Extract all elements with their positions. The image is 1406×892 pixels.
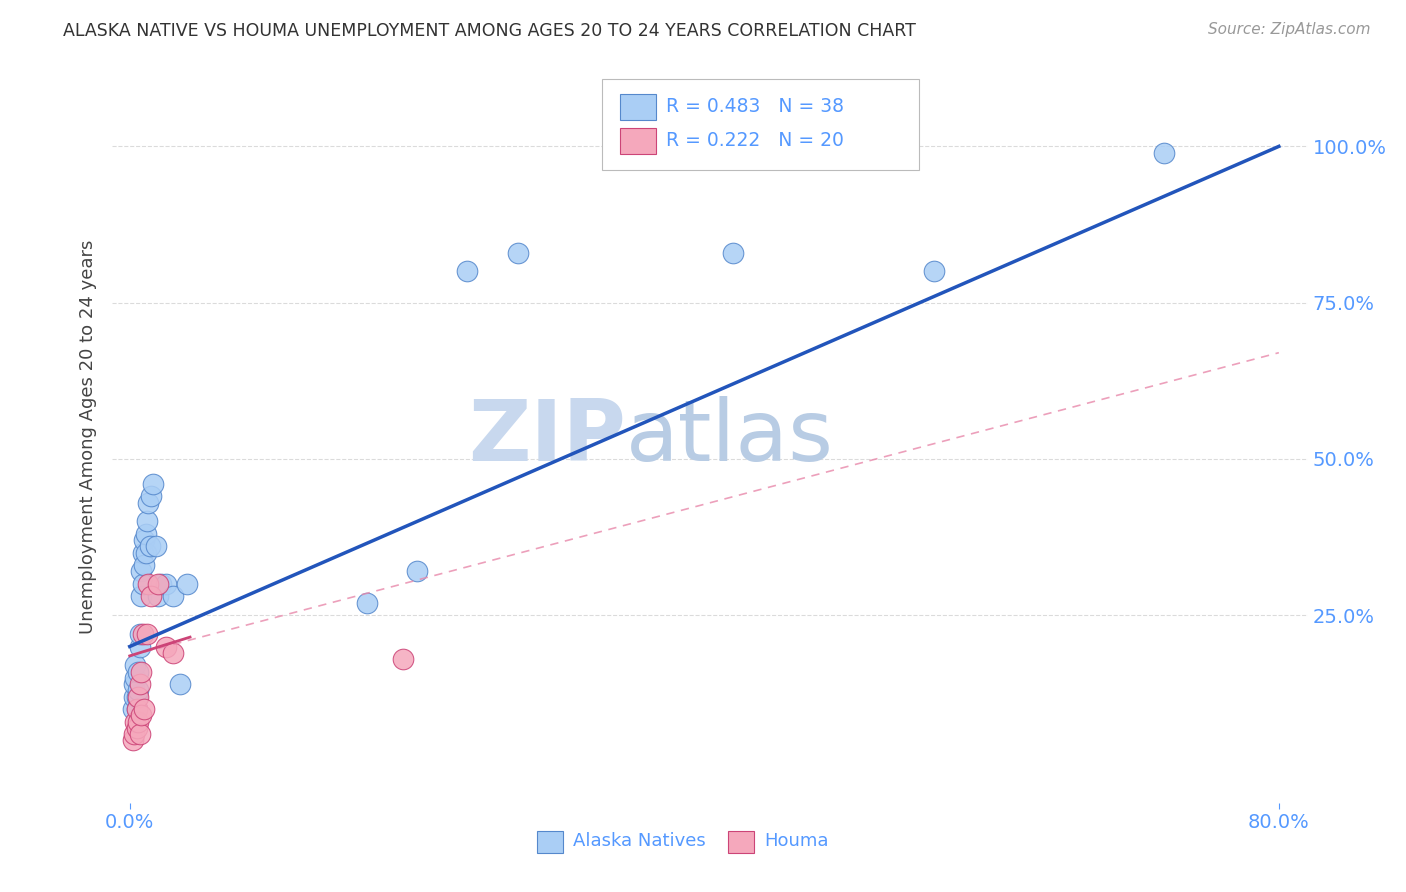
Point <box>506 245 529 260</box>
Point <box>155 640 177 654</box>
Point <box>1153 145 1175 160</box>
Point <box>132 558 155 573</box>
Point <box>134 527 156 541</box>
Point <box>139 540 162 554</box>
Point <box>124 671 146 685</box>
Point <box>125 702 148 716</box>
Point <box>356 596 378 610</box>
Point <box>134 546 156 560</box>
Point <box>128 727 150 741</box>
Point <box>131 627 153 641</box>
Point <box>169 677 191 691</box>
Point <box>141 590 163 604</box>
Point <box>162 646 184 660</box>
Text: ALASKA NATIVE VS HOUMA UNEMPLOYMENT AMONG AGES 20 TO 24 YEARS CORRELATION CHART: ALASKA NATIVE VS HOUMA UNEMPLOYMENT AMON… <box>63 22 917 40</box>
Point <box>406 565 429 579</box>
Point <box>150 577 173 591</box>
Text: R = 0.483   N = 38: R = 0.483 N = 38 <box>666 97 844 116</box>
FancyBboxPatch shape <box>620 94 657 120</box>
Text: Source: ZipAtlas.com: Source: ZipAtlas.com <box>1208 22 1371 37</box>
Y-axis label: Unemployment Among Ages 20 to 24 years: Unemployment Among Ages 20 to 24 years <box>79 240 97 634</box>
Point <box>129 708 152 723</box>
Point <box>129 590 152 604</box>
Point <box>121 733 143 747</box>
Point <box>122 690 145 704</box>
FancyBboxPatch shape <box>620 128 657 154</box>
Point <box>136 515 159 529</box>
Text: Alaska Natives: Alaska Natives <box>572 832 706 850</box>
Point <box>922 264 945 278</box>
Text: atlas: atlas <box>627 395 834 479</box>
FancyBboxPatch shape <box>603 78 920 170</box>
Point <box>127 690 149 704</box>
Point <box>456 264 478 278</box>
Point <box>138 496 160 510</box>
Point <box>176 577 198 591</box>
Point <box>162 590 184 604</box>
Point <box>721 245 744 260</box>
Point <box>121 702 143 716</box>
Point <box>127 683 149 698</box>
Point <box>128 677 150 691</box>
Point <box>128 627 150 641</box>
Point <box>125 702 148 716</box>
Point <box>125 721 148 735</box>
FancyBboxPatch shape <box>728 830 754 853</box>
Text: Houma: Houma <box>763 832 828 850</box>
Point <box>145 540 167 554</box>
Point <box>124 714 146 729</box>
Point <box>138 577 160 591</box>
Point <box>125 690 148 704</box>
Text: ZIP: ZIP <box>468 395 627 479</box>
Point <box>142 477 165 491</box>
Point <box>136 627 159 641</box>
Point <box>148 577 170 591</box>
Point <box>122 727 145 741</box>
Point <box>129 565 152 579</box>
Point <box>141 490 163 504</box>
Point <box>132 533 155 548</box>
Point <box>129 665 152 679</box>
Point <box>131 577 153 591</box>
FancyBboxPatch shape <box>537 830 562 853</box>
Point <box>127 665 149 679</box>
Point <box>155 577 177 591</box>
Point <box>122 677 145 691</box>
Point <box>148 590 170 604</box>
Text: R = 0.222   N = 20: R = 0.222 N = 20 <box>666 130 844 150</box>
Point <box>131 546 153 560</box>
Point <box>124 658 146 673</box>
Point <box>128 640 150 654</box>
Point <box>132 702 155 716</box>
Point <box>127 714 149 729</box>
Point <box>391 652 413 666</box>
